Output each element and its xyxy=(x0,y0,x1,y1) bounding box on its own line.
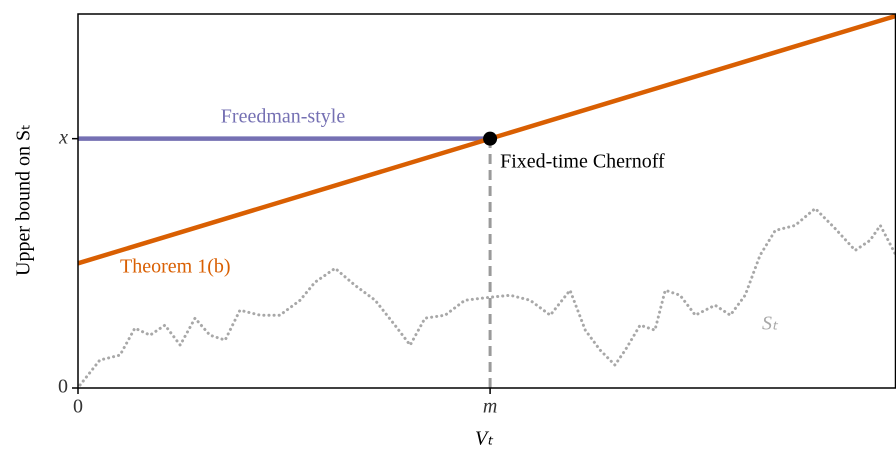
x-axis-label: Vₜ xyxy=(475,428,494,450)
x-tick-label: m xyxy=(483,396,497,418)
y-tick-label: x xyxy=(58,126,68,148)
y-tick-label: 0 xyxy=(58,376,68,398)
series-label: Theorem 1(b) xyxy=(120,256,231,278)
point xyxy=(483,131,498,146)
series-label: Freedman-style xyxy=(221,106,346,128)
x-tick-label: 0 xyxy=(73,396,83,418)
y-axis-label: Upper bound on Sₜ xyxy=(13,124,35,276)
series-label: Sₜ xyxy=(762,313,779,335)
series-line xyxy=(78,206,896,387)
annotation-label: Fixed-time Chernoff xyxy=(500,150,665,172)
